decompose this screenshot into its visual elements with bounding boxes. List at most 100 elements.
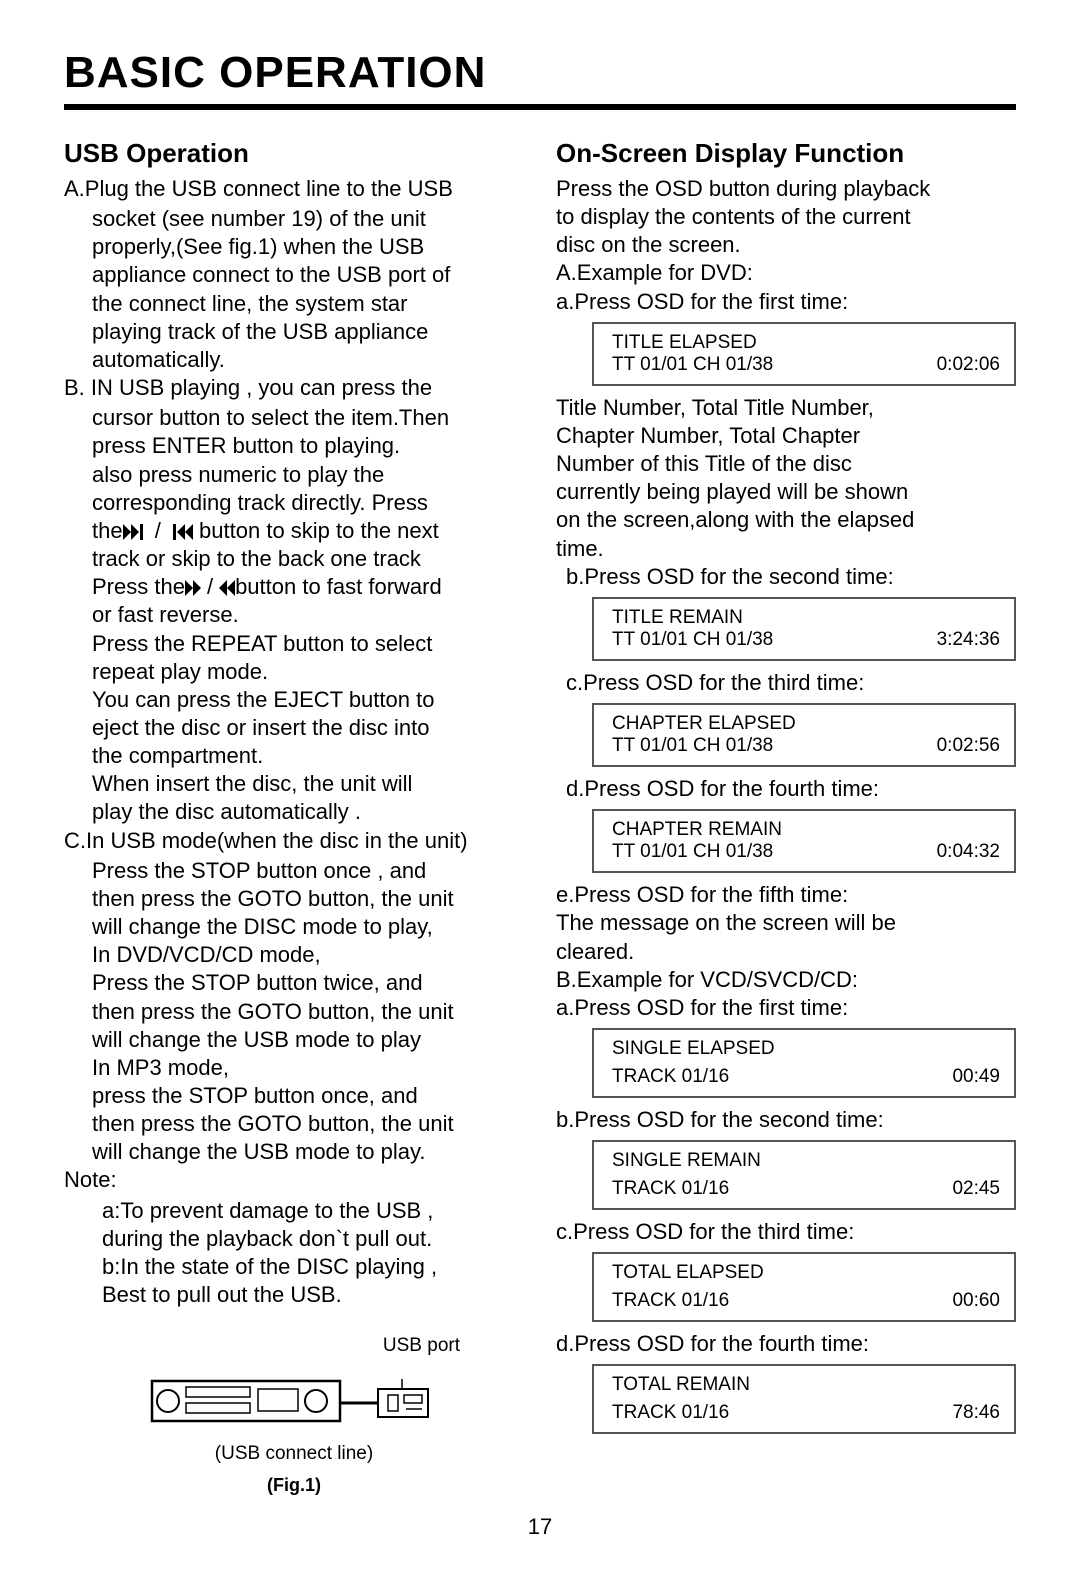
usb-a-line: automatically. (64, 346, 524, 374)
two-column-layout: USB Operation A.Plug the USB connect lin… (64, 138, 1016, 1496)
osd-explain: currently being played will be shown (556, 478, 1016, 506)
usb-a-line: A.Plug the USB connect line to the USB (64, 175, 524, 203)
page-title: BASIC OPERATION (64, 48, 1016, 110)
usb-operation-heading: USB Operation (64, 138, 524, 169)
next-track-icon (123, 524, 149, 540)
note-label: Note: (64, 1166, 524, 1194)
osd-box-single-remain: SINGLE REMAIN TRACK 01/16 02:45 (592, 1140, 1016, 1210)
usb-b-line: When insert the disc, the unit will (64, 770, 524, 798)
osd-explain: time. (556, 535, 1016, 563)
osd-box-right: 78:46 (952, 1402, 1000, 1424)
osd-step-label: b.Press OSD for the second time: (556, 563, 1016, 591)
osd-box-title: CHAPTER REMAIN (612, 819, 1000, 841)
prev-track-icon (167, 524, 193, 540)
osd-box-chapter-elapsed: CHAPTER ELAPSED TT 01/01 CH 01/38 0:02:5… (592, 703, 1016, 767)
osd-box-right: 0:02:56 (937, 735, 1000, 757)
osd-box-title: SINGLE REMAIN (612, 1150, 1000, 1172)
osd-box-left: TT 01/01 CH 01/38 (612, 354, 773, 376)
text-fragment: button to skip to the next (193, 518, 439, 543)
osd-box-title: TOTAL REMAIN (612, 1374, 1000, 1396)
usb-c-line: In DVD/VCD/CD mode, (64, 941, 524, 969)
fast-forward-icon (185, 580, 207, 596)
osd-explain: on the screen,along with the elapsed (556, 506, 1016, 534)
osd-box-right: 3:24:36 (937, 629, 1000, 651)
usb-connect-line-label: (USB connect line) (64, 1443, 524, 1465)
osd-box-left: TT 01/01 CH 01/38 (612, 841, 773, 863)
usb-b-line: also press numeric to play the (64, 461, 524, 489)
usb-b-line: press ENTER button to playing. (64, 432, 524, 460)
note-line: b:In the state of the DISC playing , (64, 1253, 524, 1281)
note-line: a:To prevent damage to the USB , (64, 1197, 524, 1225)
osd-step-label: a.Press OSD for the first time: (556, 994, 1016, 1022)
osd-box-chapter-remain: CHAPTER REMAIN TT 01/01 CH 01/38 0:04:32 (592, 809, 1016, 873)
osd-step-label: c.Press OSD for the third time: (556, 1218, 1016, 1246)
usb-a-line: socket (see number 19) of the unit (64, 205, 524, 233)
osd-box-left: TT 01/01 CH 01/38 (612, 629, 773, 651)
usb-c-line: C.In USB mode(when the disc in the unit) (64, 827, 524, 855)
car-stereo-icon (144, 1359, 444, 1439)
osd-box-title: SINGLE ELAPSED (612, 1038, 1000, 1060)
usb-b-line: repeat play mode. (64, 658, 524, 686)
usb-b-line: eject the disc or insert the disc into (64, 714, 524, 742)
dvd-example-label: A.Example for DVD: (556, 259, 1016, 287)
usb-c-line: Press the STOP button twice, and (64, 969, 524, 997)
text-fragment: / (149, 518, 167, 543)
usb-c-line: then press the GOTO button, the unit (64, 885, 524, 913)
figure-caption: (Fig.1) (64, 1475, 524, 1496)
osd-intro: disc on the screen. (556, 231, 1016, 259)
osd-step-label: e.Press OSD for the fifth time: (556, 881, 1016, 909)
usb-b-line: corresponding track directly. Press (64, 489, 524, 517)
usb-c-line: will change the DISC mode to play, (64, 913, 524, 941)
text-fragment: button to fast forward (235, 574, 442, 599)
note-line: during the playback don`t pull out. (64, 1225, 524, 1253)
osd-box-right: 00:49 (952, 1066, 1000, 1088)
usb-c-line: then press the GOTO button, the unit (64, 998, 524, 1026)
usb-c-line: Press the STOP button once , and (64, 857, 524, 885)
osd-step-label: d.Press OSD for the fourth time: (556, 1330, 1016, 1358)
note-line: Best to pull out the USB. (64, 1281, 524, 1309)
osd-box-single-elapsed: SINGLE ELAPSED TRACK 01/16 00:49 (592, 1028, 1016, 1098)
usb-c-line: will change the USB mode to play (64, 1026, 524, 1054)
osd-step-label: d.Press OSD for the fourth time: (556, 775, 1016, 803)
usb-c-line: then press the GOTO button, the unit (64, 1110, 524, 1138)
osd-heading: On-Screen Display Function (556, 138, 1016, 169)
fast-reverse-icon (213, 580, 235, 596)
usb-a-line: appliance connect to the USB port of (64, 261, 524, 289)
osd-box-right: 0:02:06 (937, 354, 1000, 376)
usb-a-line: the connect line, the system star (64, 290, 524, 318)
usb-c-line: press the STOP button once, and (64, 1082, 524, 1110)
osd-box-title: TOTAL ELAPSED (612, 1262, 1000, 1284)
page-number: 17 (64, 1514, 1016, 1540)
usb-c-line: will change the USB mode to play. (64, 1138, 524, 1166)
left-column: USB Operation A.Plug the USB connect lin… (64, 138, 524, 1496)
osd-explain: Chapter Number, Total Chapter (556, 422, 1016, 450)
osd-explain: cleared. (556, 938, 1016, 966)
osd-explain: The message on the screen will be (556, 909, 1016, 937)
osd-box-title-elapsed: TITLE ELAPSED TT 01/01 CH 01/38 0:02:06 (592, 322, 1016, 386)
osd-box-title: TITLE REMAIN (612, 607, 1000, 629)
osd-box-title: TITLE ELAPSED (612, 332, 1000, 354)
usb-a-line: playing track of the USB appliance (64, 318, 524, 346)
osd-box-left: TRACK 01/16 (612, 1178, 729, 1200)
figure-1: USB port (USB connect line) (Fig.1) (64, 1335, 524, 1496)
text-fragment: the (92, 518, 123, 543)
usb-b-line: play the disc automatically . (64, 798, 524, 826)
usb-port-label: USB port (64, 1335, 524, 1357)
osd-box-left: TT 01/01 CH 01/38 (612, 735, 773, 757)
osd-box-total-remain: TOTAL REMAIN TRACK 01/16 78:46 (592, 1364, 1016, 1434)
osd-box-right: 0:04:32 (937, 841, 1000, 863)
osd-box-title-remain: TITLE REMAIN TT 01/01 CH 01/38 3:24:36 (592, 597, 1016, 661)
usb-b-line: Press the/button to fast forward (64, 573, 524, 601)
osd-step-label: b.Press OSD for the second time: (556, 1106, 1016, 1134)
osd-box-right: 00:60 (952, 1290, 1000, 1312)
usb-b-line: the / button to skip to the next (64, 517, 524, 545)
osd-box-total-elapsed: TOTAL ELAPSED TRACK 01/16 00:60 (592, 1252, 1016, 1322)
osd-box-left: TRACK 01/16 (612, 1402, 729, 1424)
osd-step-label: c.Press OSD for the third time: (556, 669, 1016, 697)
usb-b-line: Press the REPEAT button to select (64, 630, 524, 658)
osd-explain: Title Number, Total Title Number, (556, 394, 1016, 422)
osd-intro: to display the contents of the current (556, 203, 1016, 231)
osd-step-label: a.Press OSD for the first time: (556, 288, 1016, 316)
osd-box-left: TRACK 01/16 (612, 1290, 729, 1312)
usb-b-line: track or skip to the back one track (64, 545, 524, 573)
